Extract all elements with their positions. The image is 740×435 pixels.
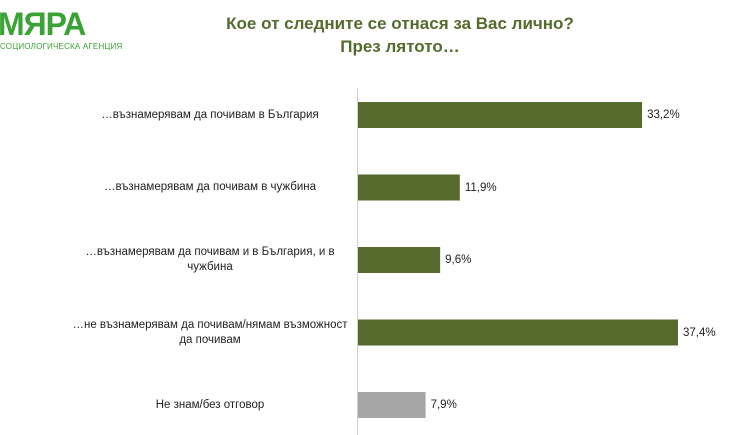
category-label-2: …възнамерявам да почивам в чужбина	[103, 181, 317, 193]
value-label-3: 9,6%	[445, 254, 472, 266]
chart-subtitle: През лятото…	[340, 37, 460, 56]
value-label-5: 7,9%	[430, 399, 457, 411]
bar-5	[358, 392, 426, 418]
logo-name: МЯРА	[0, 6, 86, 42]
value-label-2: 11,9%	[464, 181, 497, 194]
category-label-3: …възнамерявам да почивам и в България, и…	[85, 246, 335, 273]
logo: МЯРА СОЦИОЛОГИЧЕСКА АГЕНЦИЯ	[0, 8, 148, 53]
bar-3	[358, 247, 441, 273]
category-label-1: …възнамерявам да почивам в България	[101, 108, 319, 121]
value-label-4: 37,4%	[683, 326, 716, 339]
bar-2	[358, 174, 460, 201]
bar-1	[358, 102, 643, 128]
logo-subtitle: СОЦИОЛОГИЧЕСКА АГЕНЦИЯ	[0, 42, 123, 51]
chart-title: Кое от следните се отнася за Вас лично?	[226, 14, 574, 33]
category-label-4: …не възнамерявам да почивам/нямам възмож…	[72, 318, 348, 346]
chart-title-block: Кое от следните се отнася за Вас лично? …	[150, 12, 650, 58]
value-label-1: 33,2%	[647, 109, 680, 121]
bar-4	[358, 319, 678, 346]
category-label-5: Не знам/без отговор	[155, 398, 265, 411]
